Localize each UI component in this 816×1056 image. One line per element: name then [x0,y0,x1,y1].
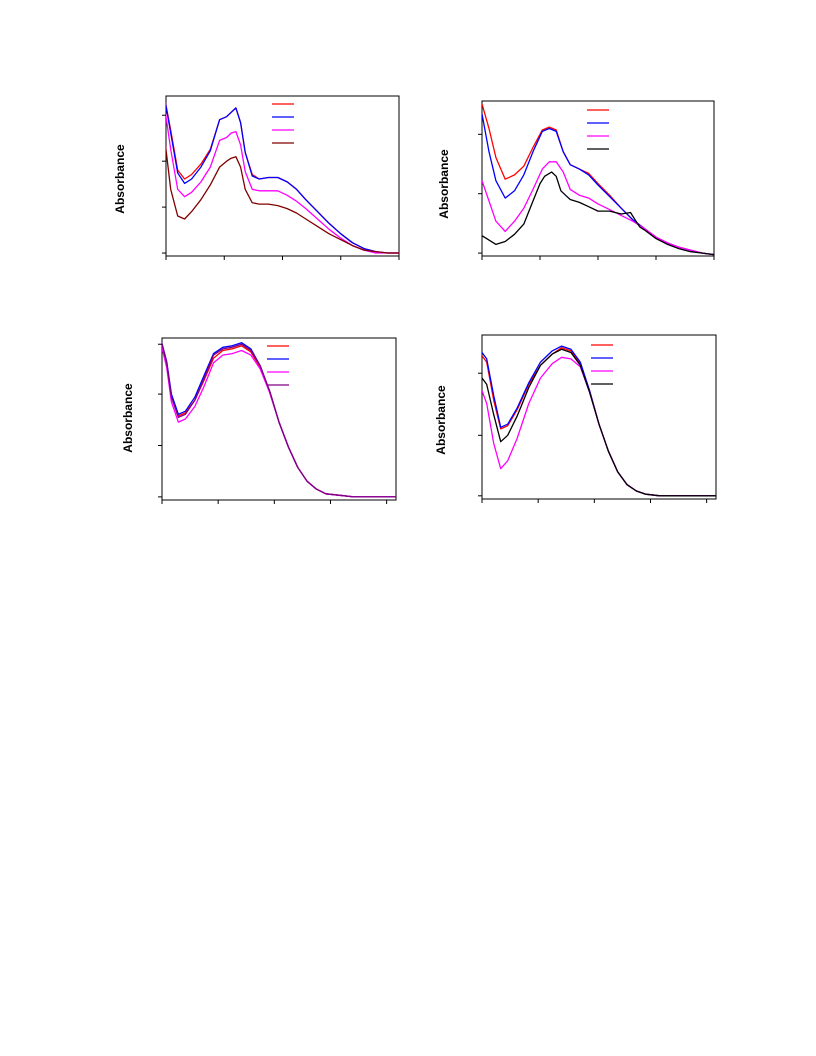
chart-2 [478,100,715,260]
chart-3 [158,337,397,504]
series-line-4 [166,144,399,254]
series-line-2 [482,113,714,256]
series-line-2 [482,345,716,497]
plot-frame [165,95,400,257]
series-group [482,345,716,497]
series-line-3 [166,111,399,254]
chart-panel-1: Absorbance [100,80,420,280]
series-line-4 [482,171,714,256]
series-line-3 [482,356,716,497]
series-group [166,101,399,254]
series-group [162,341,396,498]
plot-frame [481,100,715,257]
series-line-4 [482,348,716,497]
chart-4 [478,334,717,503]
chart-panel-4: Absorbance [425,325,725,525]
chart-panel-2: Absorbance [425,85,725,285]
chart-panel-3: Absorbance [100,325,420,525]
series-line-4 [162,341,396,498]
series-group [482,103,714,256]
chart-1 [162,95,400,260]
series-line-3 [482,161,714,256]
plot-frame [161,337,397,501]
plot-frame [481,334,717,500]
series-line-1 [482,347,716,497]
series-line-2 [166,102,399,254]
